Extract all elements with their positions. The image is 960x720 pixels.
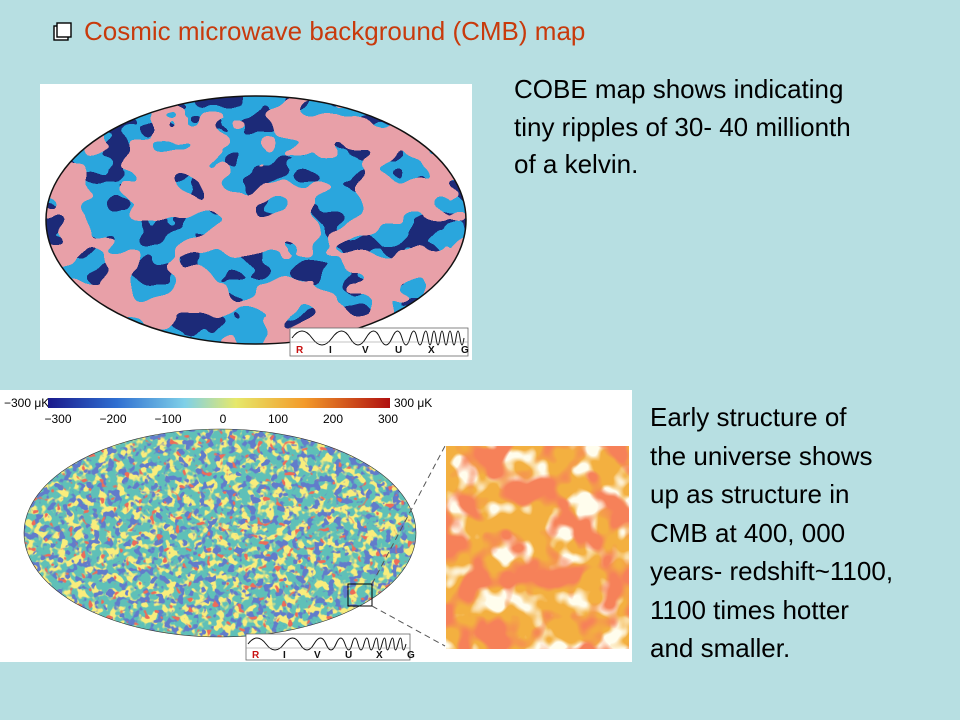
scale-tick-label: −100 bbox=[154, 412, 181, 426]
scale-tick-label: −300 bbox=[44, 412, 71, 426]
wmap-map-figure: −300 μK 300 μK −300 −200 −100 0 100 200 300 bbox=[0, 390, 632, 662]
scale-tick-label: 100 bbox=[268, 412, 288, 426]
band-label: X bbox=[428, 345, 435, 356]
text-line: the universe shows bbox=[650, 440, 873, 471]
text-line: of a kelvin. bbox=[514, 149, 639, 179]
zoom-region-box bbox=[347, 583, 373, 607]
band-label: V bbox=[362, 345, 369, 356]
frequency-band-strip bbox=[245, 633, 411, 661]
text-line: and smaller. bbox=[650, 633, 791, 663]
temperature-color-scale: −300 μK 300 μK −300 −200 −100 0 100 200 300 bbox=[4, 396, 432, 426]
slide-title: Cosmic microwave background (CMB) map bbox=[52, 16, 585, 47]
band-label: G bbox=[461, 345, 469, 356]
band-label: V bbox=[314, 650, 321, 661]
text-line: up as structure in bbox=[650, 479, 850, 509]
band-label: I bbox=[283, 650, 286, 661]
text-line: years- redshift~1100, bbox=[650, 556, 894, 586]
text-line: tiny ripples of 30- 40 millionth bbox=[514, 111, 851, 142]
scale-tick-label: 200 bbox=[323, 412, 343, 426]
text-line: 1100 times hotter bbox=[650, 594, 849, 625]
band-label: I bbox=[329, 345, 332, 356]
scale-tick-label: 300 bbox=[378, 412, 398, 426]
text-line: Early structure of bbox=[650, 402, 847, 432]
band-label: U bbox=[345, 650, 352, 661]
scale-max-label: 300 μK bbox=[394, 396, 432, 410]
scale-min-label: −300 μK bbox=[4, 396, 49, 410]
scale-tick-label: 0 bbox=[220, 412, 227, 426]
band-label: X bbox=[376, 650, 383, 661]
band-label: U bbox=[395, 345, 402, 356]
band-label: R bbox=[252, 650, 260, 661]
text-line: CMB at 400, 000 bbox=[650, 517, 846, 548]
band-label: R bbox=[296, 345, 304, 356]
zoomed-cmb-patch bbox=[446, 446, 629, 649]
wmap-description: Early structure of the universe shows up… bbox=[650, 398, 893, 668]
checkbox-bullet-icon bbox=[53, 21, 72, 41]
scale-tick-label: −200 bbox=[99, 412, 126, 426]
band-label: G bbox=[407, 650, 415, 661]
cobe-sky-map bbox=[46, 96, 466, 344]
cobe-description: COBE map shows indicating tiny ripples o… bbox=[514, 71, 851, 184]
wmap-sky-map bbox=[24, 429, 416, 637]
text-line: COBE map shows indicating bbox=[514, 74, 844, 104]
slide-title-text: Cosmic microwave background (CMB) map bbox=[84, 16, 586, 46]
frequency-band-strip bbox=[289, 327, 469, 357]
